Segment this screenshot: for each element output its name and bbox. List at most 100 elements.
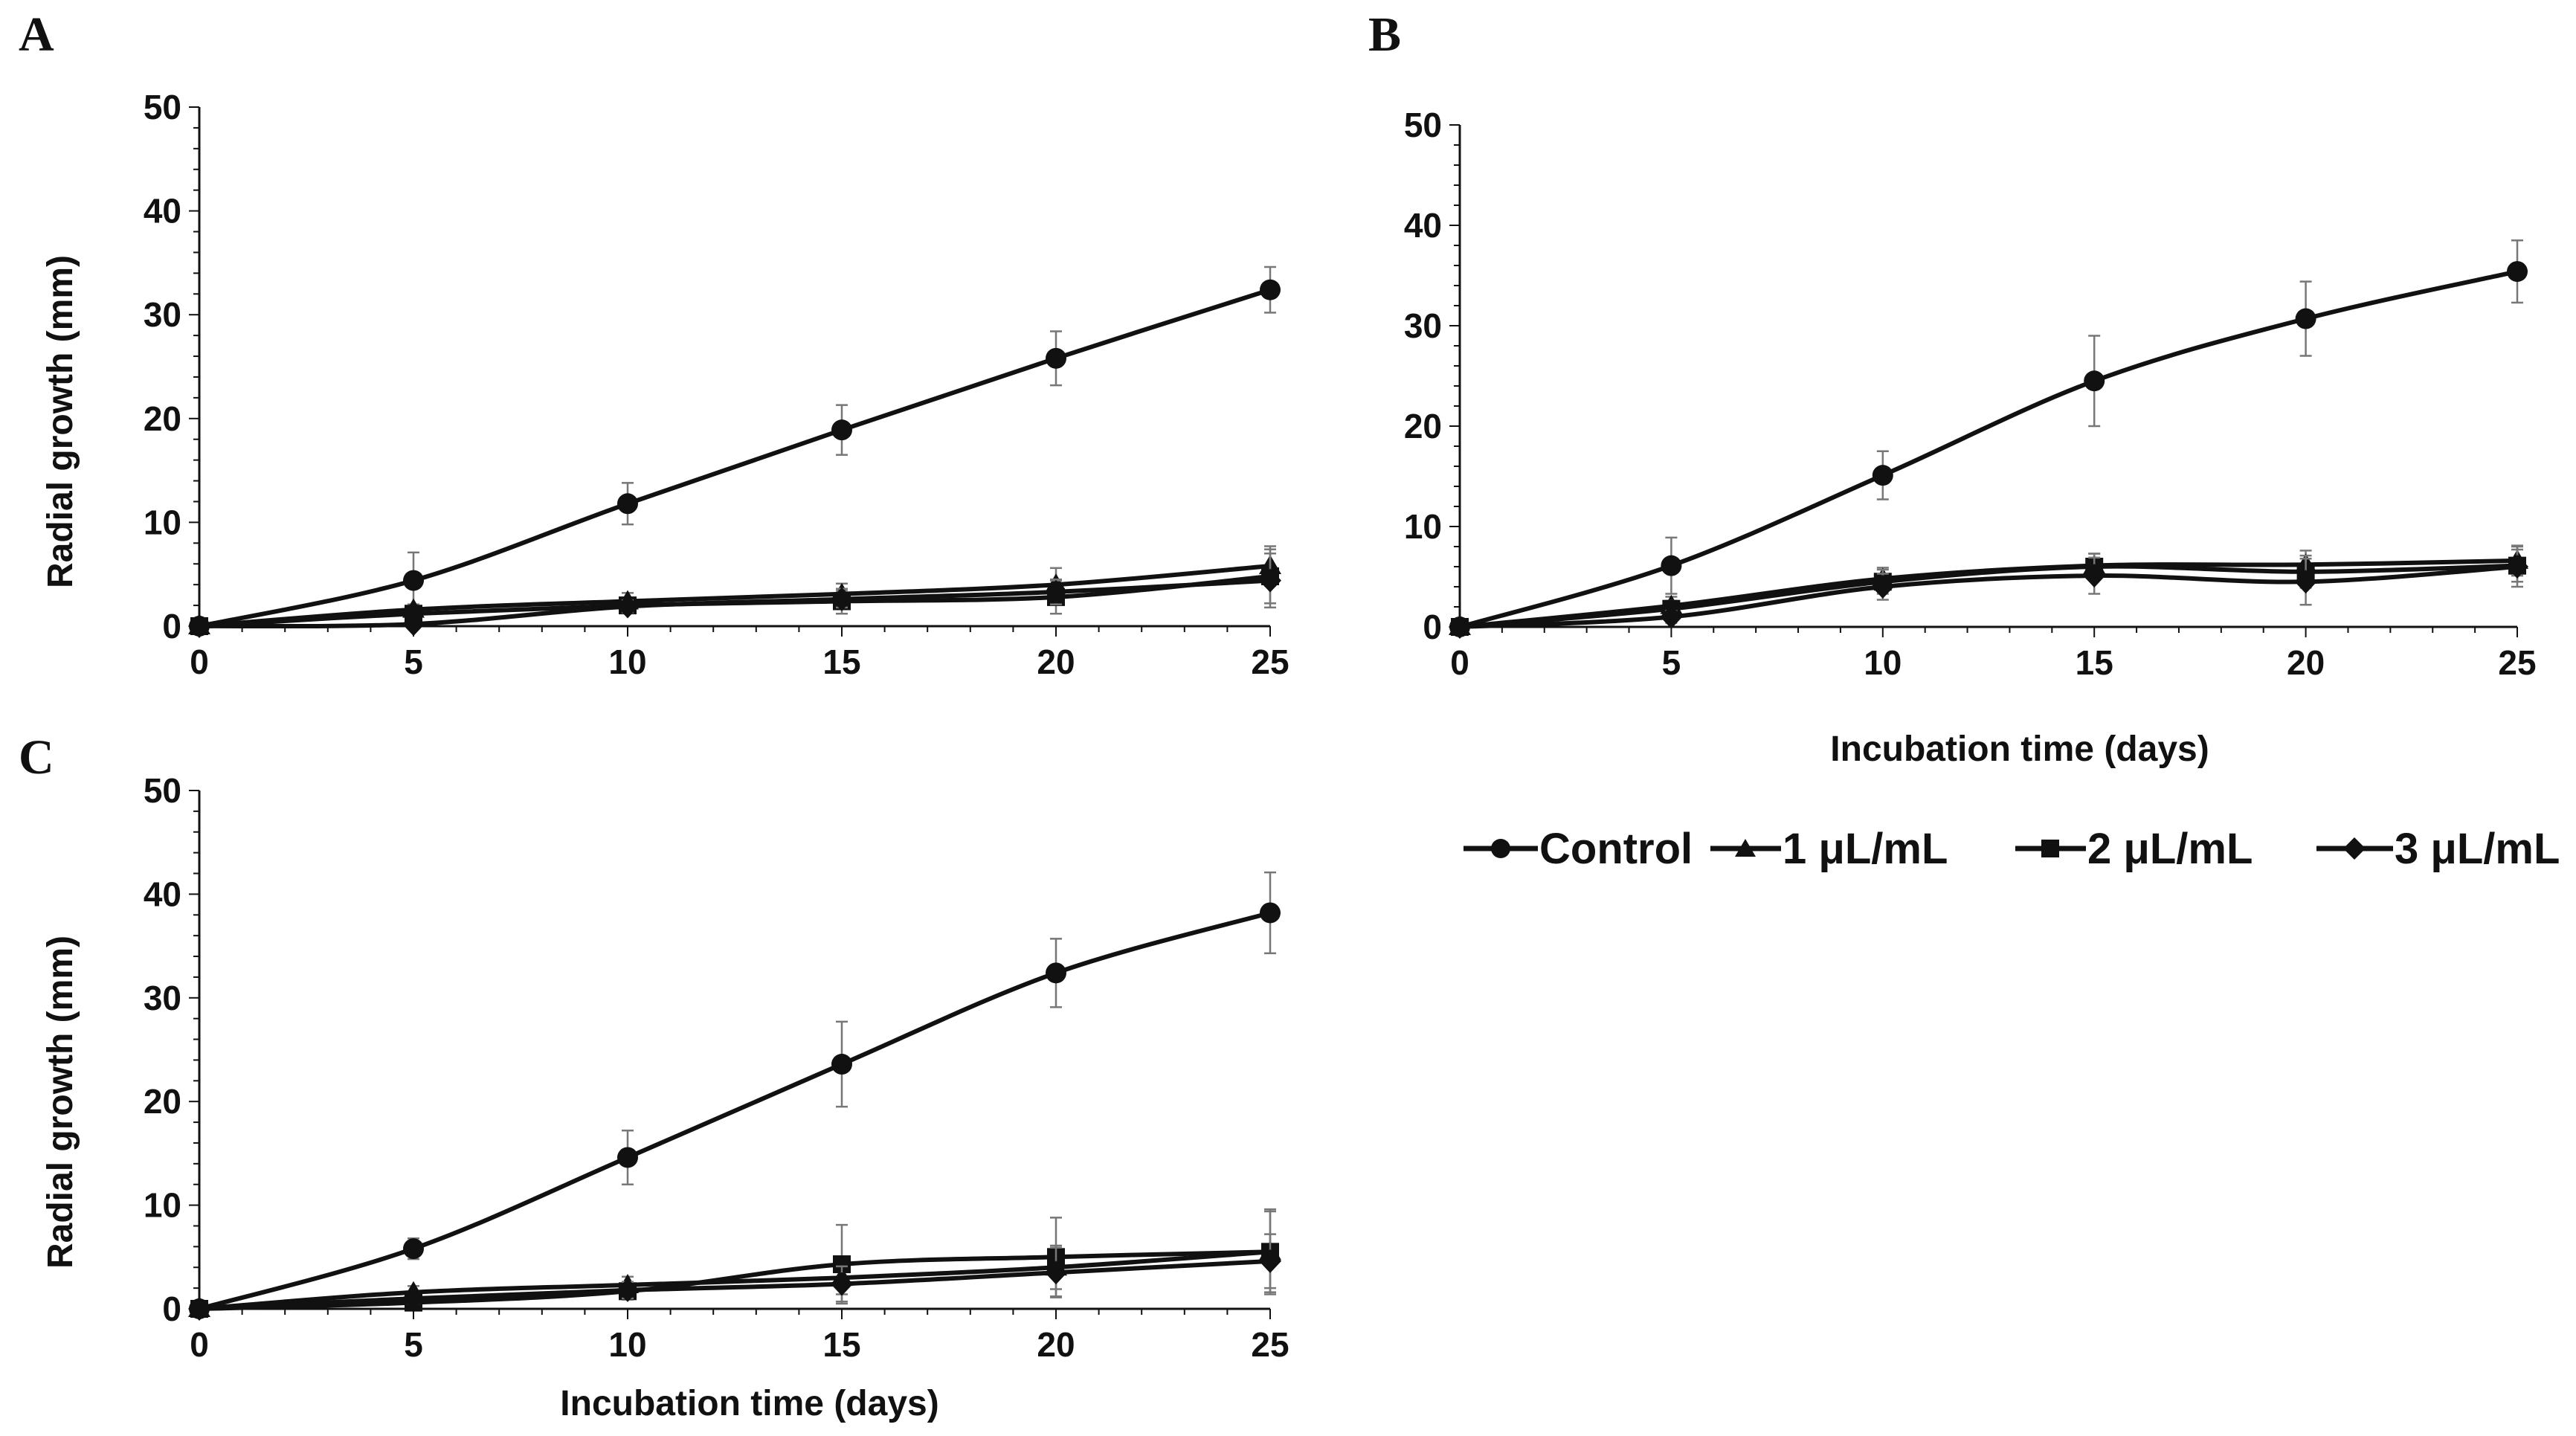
legend-entry-2-ul: 2 μL/mL	[2015, 825, 2253, 873]
y-tick-label-b: 10	[1404, 507, 1442, 546]
legend-label-2-ul: 2 μL/mL	[2087, 825, 2253, 873]
y-tick-label-a: 0	[162, 607, 181, 645]
series-line-2-ul-ml	[199, 1249, 1271, 1311]
data-point-circle	[1046, 962, 1066, 984]
legend-label-1-ul: 1 μL/mL	[1783, 825, 1948, 873]
data-point-circle	[617, 493, 638, 515]
legend-label-control: Control	[1539, 825, 1693, 873]
data-point-diamond	[2506, 555, 2528, 579]
xlabel-b: Incubation time (days)	[1830, 730, 2209, 769]
series-line-1-ul-ml	[199, 564, 1271, 628]
plot-area-b: 0 10 20 30 40 50 0 5 10 15 20 25	[1404, 106, 2537, 682]
panel-a: A Radial growth (mm) 0 10 20 30 40 50 0 5 10 15 20…	[19, 7, 1289, 681]
x-tick-label-a: 0	[190, 643, 209, 681]
legend-marker-diamond	[2343, 837, 2366, 860]
data-point-circle	[1260, 279, 1281, 300]
panel-b: B Incubation time (days) 0 10 20 30 40 50 0 5 10…	[1368, 7, 2537, 769]
data-point-circle	[831, 419, 852, 441]
data-point-diamond	[2294, 570, 2317, 594]
data-point-diamond	[1660, 605, 1683, 629]
legend-entry-1-ul: 1 μL/mL	[1710, 825, 1948, 873]
series-3-ul-ml-c	[188, 1233, 1281, 1321]
data-point-diamond	[1259, 568, 1281, 593]
y-tick-label-a: 50	[144, 88, 181, 126]
legend-entry-control: Control	[1464, 825, 1693, 873]
data-point-diamond	[616, 1278, 639, 1302]
x-tick-label-b: 5	[1662, 643, 1681, 682]
data-point-circle	[1260, 902, 1281, 924]
y-tick-label-b: 50	[1404, 106, 1442, 144]
xlabel-c: Incubation time (days)	[560, 1384, 938, 1423]
series-control-c	[189, 871, 1281, 1319]
ylabel-c: Radial growth (mm)	[41, 936, 80, 1269]
panel-c: C Radial growth (mm) Incubation time (da…	[19, 730, 1289, 1423]
x-tick-label-a: 10	[608, 643, 646, 681]
y-tick-label-c: 20	[144, 1082, 181, 1121]
x-tick-label-a: 25	[1251, 643, 1289, 681]
x-tick-label-b: 0	[1450, 643, 1469, 682]
series-line-3-ul-ml	[199, 578, 1271, 629]
x-tick-label-c: 10	[608, 1325, 646, 1364]
data-point-diamond	[402, 612, 425, 637]
x-tick-label-a: 15	[822, 643, 860, 681]
y-tick-label-a: 30	[144, 295, 181, 334]
series-3-ul-ml-b	[1449, 545, 2528, 639]
series-line-control	[199, 287, 1271, 628]
data-point-diamond	[1871, 575, 1894, 599]
data-point-diamond	[1045, 1260, 1067, 1285]
data-point-circle	[403, 570, 424, 591]
y-tick-label-a: 40	[144, 192, 181, 231]
x-tick-label-c: 5	[404, 1325, 423, 1364]
x-tick-label-b: 20	[2287, 643, 2325, 682]
series-line-control	[1459, 269, 2518, 629]
y-tick-label-c: 50	[144, 771, 181, 810]
data-point-circle	[1661, 555, 1682, 576]
data-point-diamond	[1045, 579, 1067, 604]
y-tick-label-b: 0	[1423, 608, 1442, 646]
x-tick-label-c: 20	[1037, 1325, 1075, 1364]
panel-label-b: B	[1368, 7, 1401, 62]
y-tick-label-b: 20	[1404, 407, 1442, 445]
x-tick-label-c: 25	[1251, 1325, 1289, 1364]
data-point-diamond	[1449, 615, 1471, 639]
data-point-diamond	[402, 1287, 425, 1311]
x-tick-label-c: 15	[822, 1325, 860, 1364]
data-point-diamond	[188, 614, 210, 638]
series-3-ul-ml-a	[188, 553, 1281, 638]
y-tick-label-c: 30	[144, 979, 181, 1017]
x-tick-label-b: 25	[2498, 643, 2536, 682]
data-point-circle	[2295, 308, 2316, 329]
panel-label-c: C	[19, 730, 54, 785]
data-point-diamond	[188, 1297, 210, 1321]
legend-label-3-ul: 3 μL/mL	[2395, 825, 2560, 873]
data-point-diamond	[2083, 564, 2106, 588]
data-point-diamond	[1259, 1249, 1281, 1273]
y-tick-label-b: 40	[1404, 206, 1442, 245]
y-tick-label-c: 40	[144, 875, 181, 913]
series-line-2-ul-ml	[1459, 563, 2518, 629]
x-tick-label-a: 20	[1037, 643, 1075, 681]
y-tick-label-b: 30	[1404, 306, 1442, 345]
legend-entry-3-ul: 3 μL/mL	[2316, 825, 2560, 873]
x-tick-label-b: 10	[1864, 643, 1902, 682]
data-point-circle	[1872, 465, 1893, 486]
data-point-circle	[617, 1147, 638, 1168]
data-point-diamond	[831, 1272, 853, 1296]
data-point-circle	[403, 1238, 424, 1260]
y-tick-label-a: 20	[144, 399, 181, 438]
y-tick-label-c: 10	[144, 1186, 181, 1225]
data-point-diamond	[616, 594, 639, 619]
plot-area-c: 0 10 20 30 40 50 0 5 10 15 20 25	[144, 771, 1289, 1364]
data-point-diamond	[831, 587, 853, 611]
y-tick-label-a: 10	[144, 503, 181, 541]
ylabel-a: Radial growth (mm)	[41, 255, 80, 588]
data-point-circle	[2507, 261, 2528, 283]
x-tick-label-b: 15	[2076, 643, 2113, 682]
legend: Control 1 μL/mL 2 μL/mL 3 μL/mL	[1464, 825, 2560, 873]
series-line-1-ul-ml	[199, 1249, 1271, 1311]
series-line-control	[199, 910, 1271, 1311]
data-point-circle	[1046, 347, 1066, 369]
y-tick-label-c: 0	[162, 1289, 181, 1328]
data-point-circle	[2084, 370, 2105, 392]
legend-marker-circle	[1491, 839, 1510, 858]
